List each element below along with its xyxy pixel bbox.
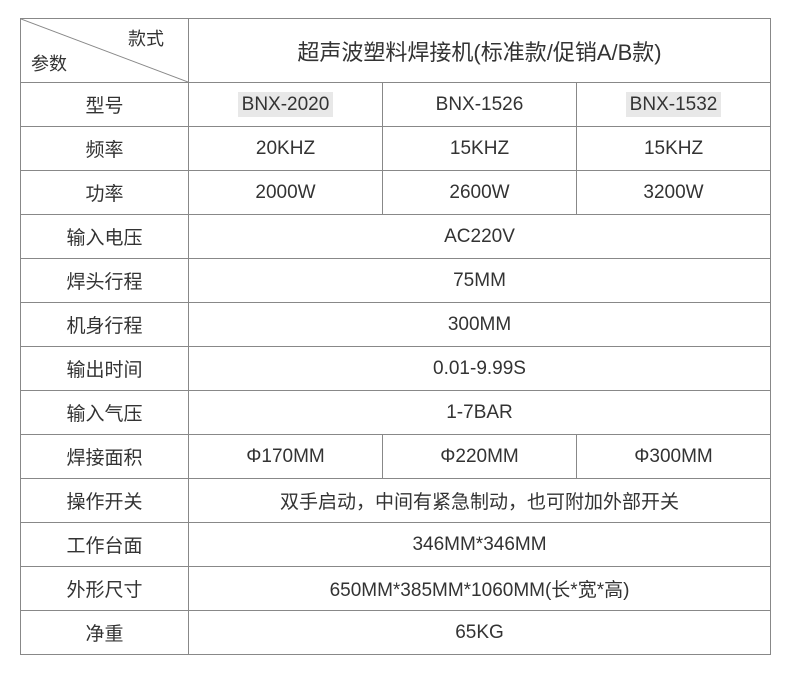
highlighted-value: BNX-1532 xyxy=(626,92,722,117)
row-cell: BNX-1526 xyxy=(383,83,577,127)
table-row: 外形尺寸650MM*385MM*1060MM(长*宽*高) xyxy=(21,567,771,611)
row-cell: 2600W xyxy=(383,171,577,215)
table-row: 输入电压AC220V xyxy=(21,215,771,259)
row-cell: BNX-2020 xyxy=(189,83,383,127)
row-label: 操作开关 xyxy=(21,479,189,523)
row-label: 输入电压 xyxy=(21,215,189,259)
row-cell: 3200W xyxy=(577,171,771,215)
row-cell: Φ300MM xyxy=(577,435,771,479)
header-param-label: 参数 xyxy=(31,50,67,76)
row-cell: BNX-1532 xyxy=(577,83,771,127)
table-title: 超声波塑料焊接机(标准款/促销A/B款) xyxy=(189,19,771,83)
row-value: 65KG xyxy=(189,611,771,655)
row-cell: 15KHZ xyxy=(383,127,577,171)
table-row: 净重65KG xyxy=(21,611,771,655)
row-label: 工作台面 xyxy=(21,523,189,567)
row-value: AC220V xyxy=(189,215,771,259)
row-cell: 20KHZ xyxy=(189,127,383,171)
row-label: 输入气压 xyxy=(21,391,189,435)
row-cell: 15KHZ xyxy=(577,127,771,171)
header-diagonal-cell: 款式参数 xyxy=(21,19,189,83)
row-label: 输出时间 xyxy=(21,347,189,391)
table-row: 输入气压1-7BAR xyxy=(21,391,771,435)
row-label: 净重 xyxy=(21,611,189,655)
row-label: 频率 xyxy=(21,127,189,171)
spec-table: 款式参数超声波塑料焊接机(标准款/促销A/B款)型号BNX-2020BNX-15… xyxy=(20,18,771,655)
table-row: 焊头行程75MM xyxy=(21,259,771,303)
table-row: 工作台面346MM*346MM xyxy=(21,523,771,567)
row-value: 346MM*346MM xyxy=(189,523,771,567)
table-row: 操作开关双手启动，中间有紧急制动，也可附加外部开关 xyxy=(21,479,771,523)
row-label: 型号 xyxy=(21,83,189,127)
row-cell: Φ170MM xyxy=(189,435,383,479)
row-value: 650MM*385MM*1060MM(长*宽*高) xyxy=(189,567,771,611)
row-value: 75MM xyxy=(189,259,771,303)
header-style-label: 款式 xyxy=(128,25,164,51)
row-label: 外形尺寸 xyxy=(21,567,189,611)
row-cell: Φ220MM xyxy=(383,435,577,479)
row-label: 焊接面积 xyxy=(21,435,189,479)
row-value: 0.01-9.99S xyxy=(189,347,771,391)
table-row: 频率20KHZ15KHZ15KHZ xyxy=(21,127,771,171)
row-value: 300MM xyxy=(189,303,771,347)
table-row: 型号 BNX-2020 BNX-1526 BNX-1532 xyxy=(21,83,771,127)
table-row: 焊接面积Φ170MMΦ220MMΦ300MM xyxy=(21,435,771,479)
table-row: 输出时间0.01-9.99S xyxy=(21,347,771,391)
row-label: 机身行程 xyxy=(21,303,189,347)
row-cell: 2000W xyxy=(189,171,383,215)
row-label: 焊头行程 xyxy=(21,259,189,303)
highlighted-value: BNX-2020 xyxy=(238,92,334,117)
table-row: 功率2000W2600W3200W xyxy=(21,171,771,215)
row-value: 双手启动，中间有紧急制动，也可附加外部开关 xyxy=(189,479,771,523)
row-label: 功率 xyxy=(21,171,189,215)
table-row: 机身行程300MM xyxy=(21,303,771,347)
row-value: 1-7BAR xyxy=(189,391,771,435)
